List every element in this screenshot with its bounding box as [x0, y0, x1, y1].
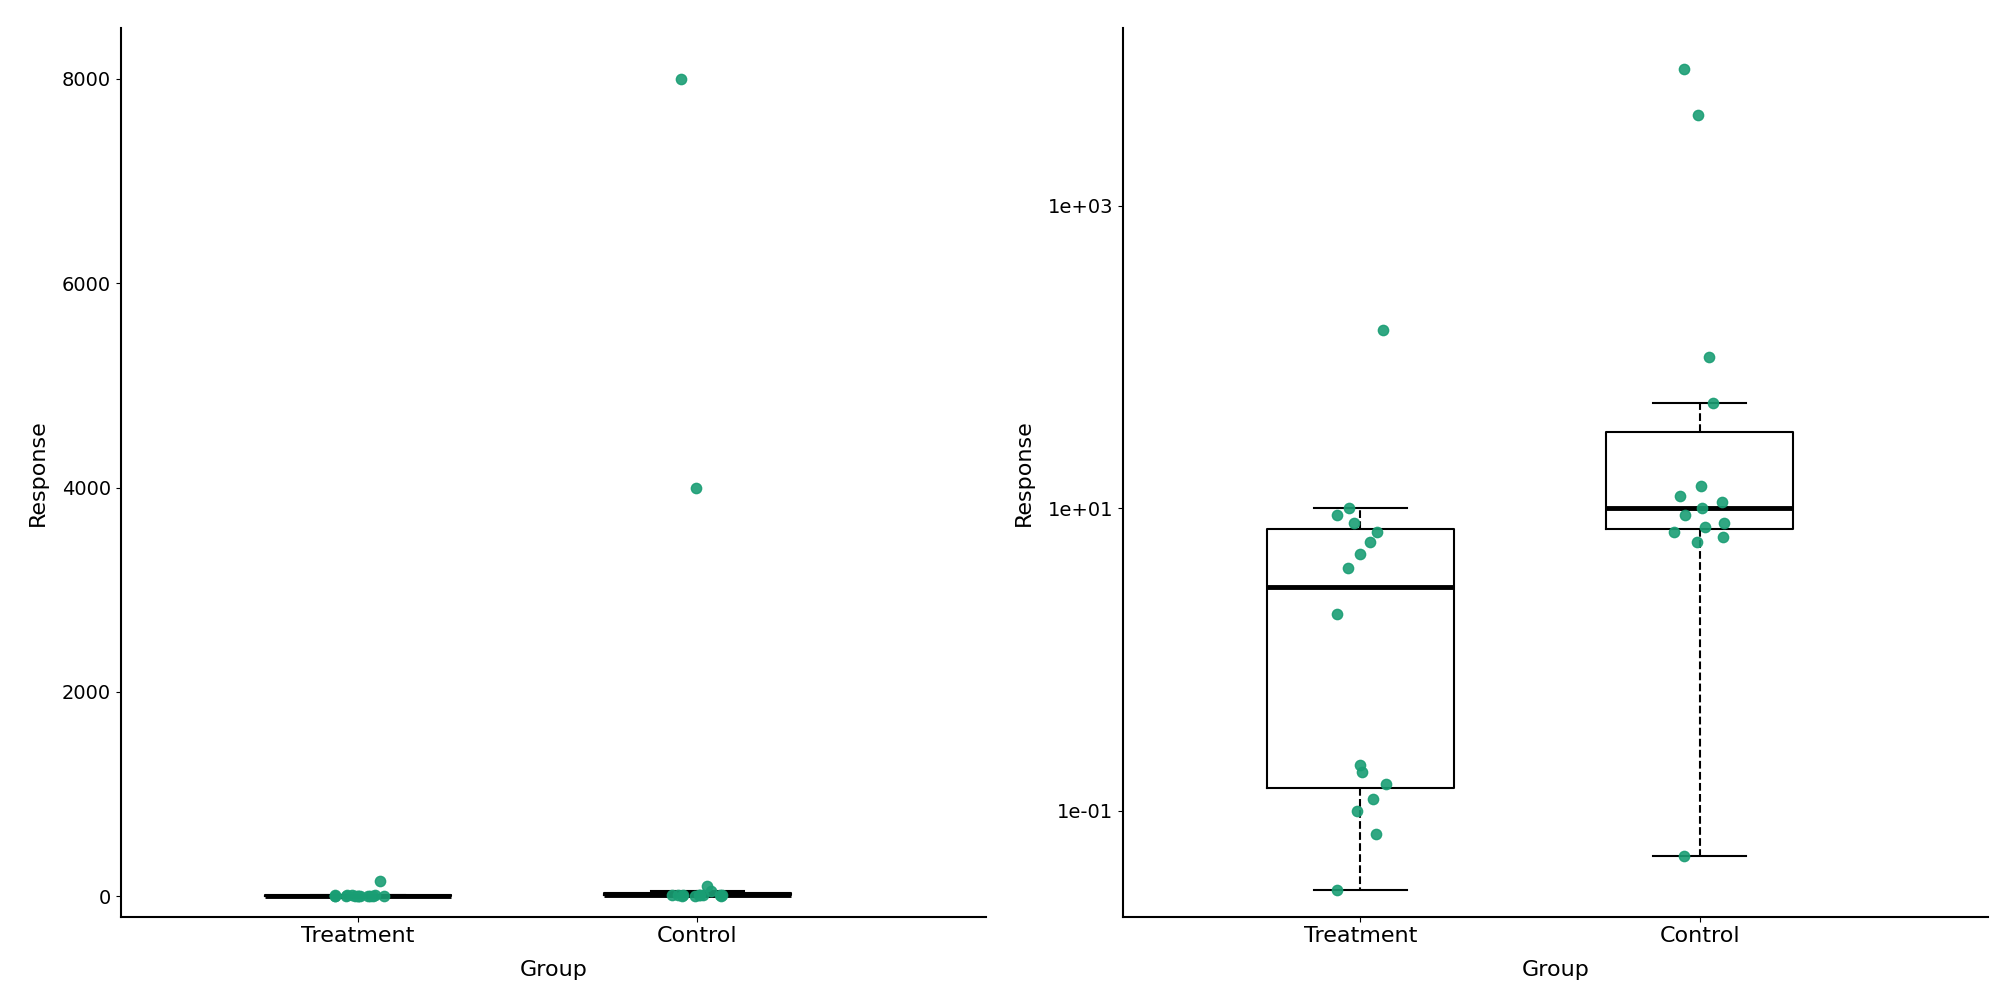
Point — [1320, 882, 1353, 898]
Point — [1345, 757, 1377, 773]
Point — [1667, 61, 1699, 78]
Point — [687, 887, 720, 903]
Point — [665, 888, 698, 904]
Point — [1681, 107, 1714, 123]
Y-axis label: Response: Response — [1014, 418, 1034, 525]
Point — [1341, 802, 1373, 818]
Point — [1657, 524, 1689, 540]
Point — [1371, 776, 1403, 792]
Point — [655, 887, 687, 903]
Point — [1357, 791, 1389, 807]
Point — [1669, 507, 1702, 523]
Point — [1708, 528, 1740, 544]
Point — [706, 887, 738, 903]
Point — [1708, 515, 1740, 531]
Point — [696, 883, 728, 899]
Point — [331, 887, 363, 903]
Point — [343, 888, 375, 904]
Point — [683, 887, 716, 903]
Point — [1706, 494, 1738, 510]
X-axis label: Group: Group — [520, 961, 587, 980]
Point — [683, 887, 716, 903]
Point — [1685, 500, 1718, 516]
Point — [1345, 545, 1377, 561]
Point — [1347, 764, 1379, 780]
Point — [1355, 534, 1387, 550]
Point — [335, 887, 367, 903]
Point — [1333, 500, 1365, 516]
Point — [1663, 488, 1695, 504]
Point — [1361, 524, 1393, 540]
Point — [1689, 519, 1722, 535]
Point — [1359, 827, 1391, 843]
Point — [359, 887, 391, 903]
Point — [667, 887, 700, 903]
Point — [665, 71, 698, 87]
Point — [367, 888, 399, 904]
Point — [1320, 606, 1353, 622]
Point — [351, 887, 383, 903]
Point — [339, 888, 371, 904]
Point — [704, 887, 736, 903]
Point — [357, 888, 389, 904]
Point — [1333, 560, 1365, 577]
Point — [1681, 534, 1714, 550]
Point — [691, 878, 724, 894]
Y-axis label: Response: Response — [28, 418, 48, 525]
Point — [679, 887, 712, 903]
Point — [1339, 515, 1371, 531]
Point — [1693, 349, 1726, 365]
Point — [319, 887, 351, 903]
Point — [1667, 849, 1699, 865]
Point — [679, 480, 712, 496]
Point — [661, 887, 694, 903]
Point — [355, 888, 387, 904]
Point — [1685, 478, 1718, 494]
Point — [706, 887, 738, 903]
Point — [1697, 394, 1730, 410]
Point — [345, 888, 377, 904]
Point — [1320, 507, 1353, 523]
Point — [365, 873, 397, 889]
X-axis label: Group: Group — [1522, 961, 1589, 980]
Point — [319, 888, 351, 904]
Point — [343, 888, 375, 904]
Point — [1367, 323, 1399, 339]
Point — [319, 888, 351, 904]
Point — [329, 888, 361, 904]
